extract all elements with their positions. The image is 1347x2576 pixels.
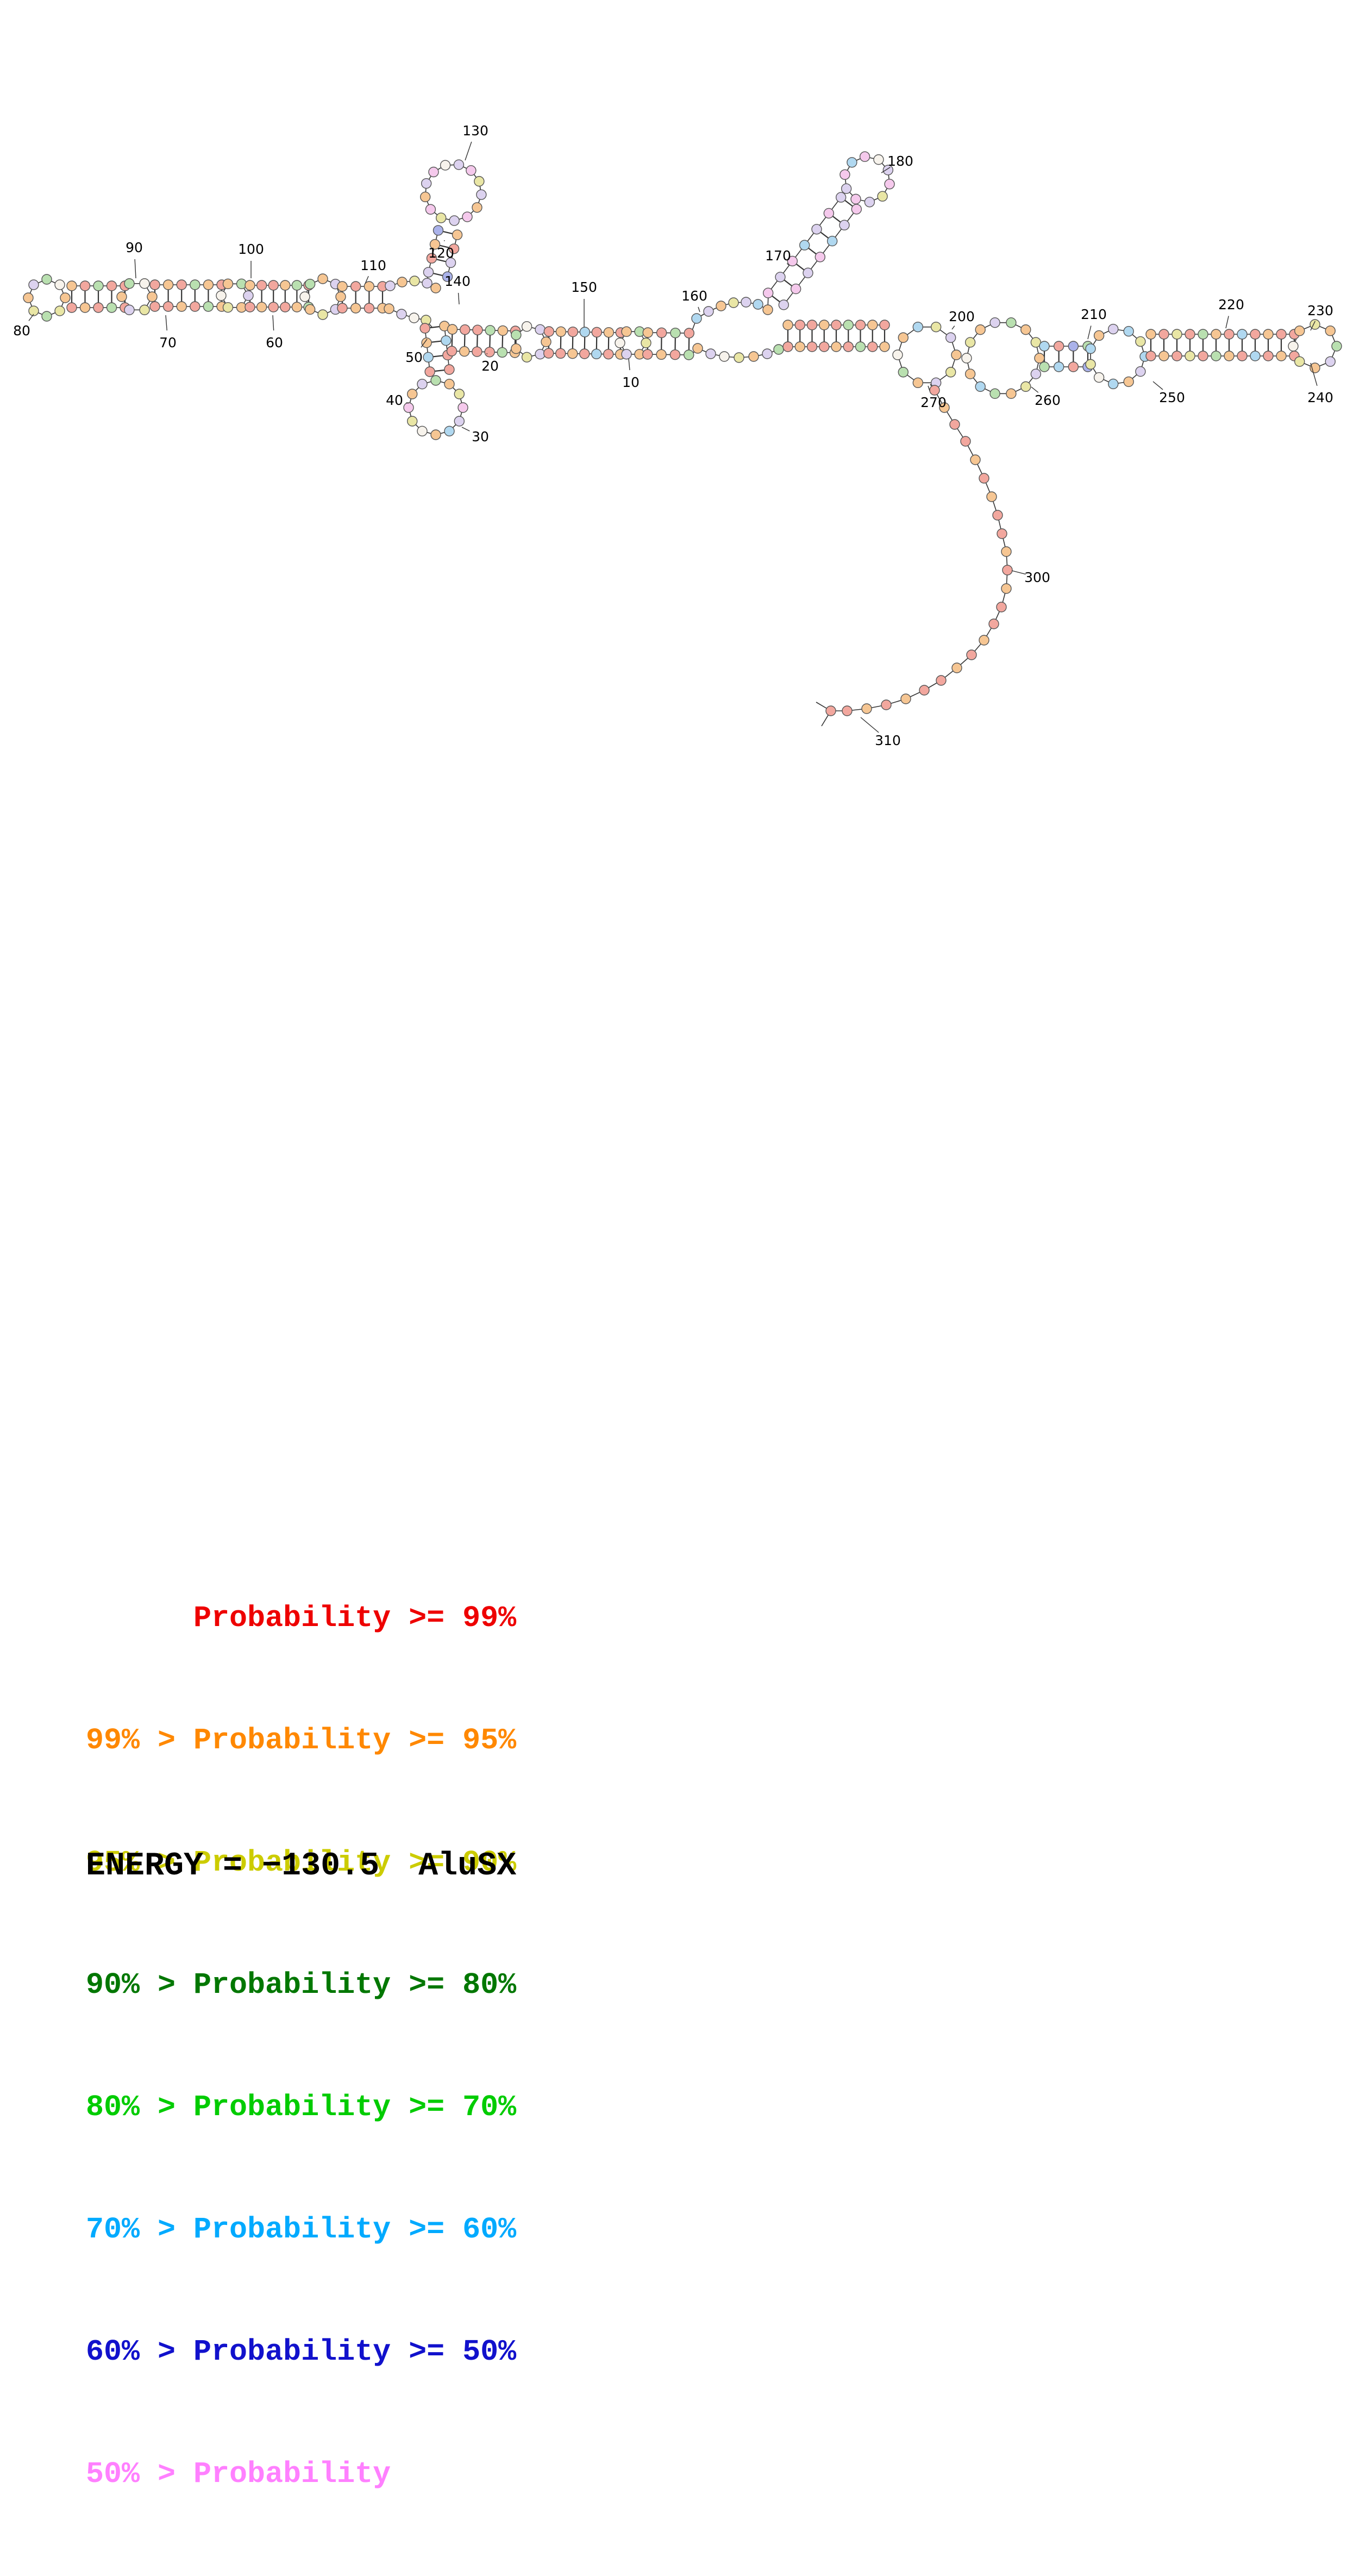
- legend-line-60-70: 70% > Probability >= 60%: [86, 2209, 516, 2250]
- position-label-80: 80: [13, 323, 30, 339]
- position-label-310: 310: [875, 733, 901, 748]
- position-label-60: 60: [266, 335, 283, 351]
- position-label-100: 100: [238, 241, 264, 257]
- position-label-110: 110: [360, 258, 386, 273]
- legend-line-50-60: 60% > Probability >= 50%: [86, 2331, 516, 2372]
- position-label-90: 90: [126, 240, 143, 255]
- position-label-220: 220: [1218, 297, 1244, 312]
- position-label-10: 10: [622, 374, 640, 390]
- position-label-210: 210: [1081, 307, 1107, 322]
- position-label-200: 200: [949, 309, 975, 324]
- legend-line-lt50: 50% > Probability: [86, 2454, 516, 2494]
- position-label-150: 150: [571, 279, 597, 295]
- position-label-170: 170: [765, 248, 791, 264]
- position-label-160: 160: [681, 288, 707, 304]
- position-label-20: 20: [481, 358, 499, 374]
- position-label-50: 50: [405, 349, 423, 365]
- position-label-270: 270: [920, 395, 947, 410]
- position-label-240: 240: [1307, 390, 1333, 405]
- position-label-40: 40: [386, 392, 403, 408]
- position-label-120: 120: [428, 245, 454, 261]
- legend-line-95-99: 99% > Probability >= 95%: [86, 1720, 516, 1761]
- position-label-70: 70: [159, 335, 177, 351]
- position-label-180: 180: [887, 153, 913, 169]
- position-label-140: 140: [444, 273, 471, 289]
- position-label-260: 260: [1035, 392, 1061, 408]
- rna-structure-diagram: 80 90 70 100 60 110 130 120 140 50 40 30 20 150 10 160 1…: [0, 0, 1347, 815]
- position-label-250: 250: [1159, 390, 1185, 405]
- position-label-30: 30: [472, 429, 489, 445]
- position-label-230: 230: [1307, 303, 1333, 318]
- probability-legend: Probability >= 99% 99% > Probability >= …: [86, 1516, 516, 2576]
- position-label-300: 300: [1024, 570, 1050, 585]
- legend-line-70-80: 80% > Probability >= 70%: [86, 2087, 516, 2128]
- energy-label: ENERGY = −130.5 AluSX: [86, 1848, 516, 1885]
- legend-line-80-90: 90% > Probability >= 80%: [86, 1965, 516, 2005]
- position-label-130: 130: [462, 123, 488, 139]
- legend-line-ge99: Probability >= 99%: [86, 1598, 516, 1639]
